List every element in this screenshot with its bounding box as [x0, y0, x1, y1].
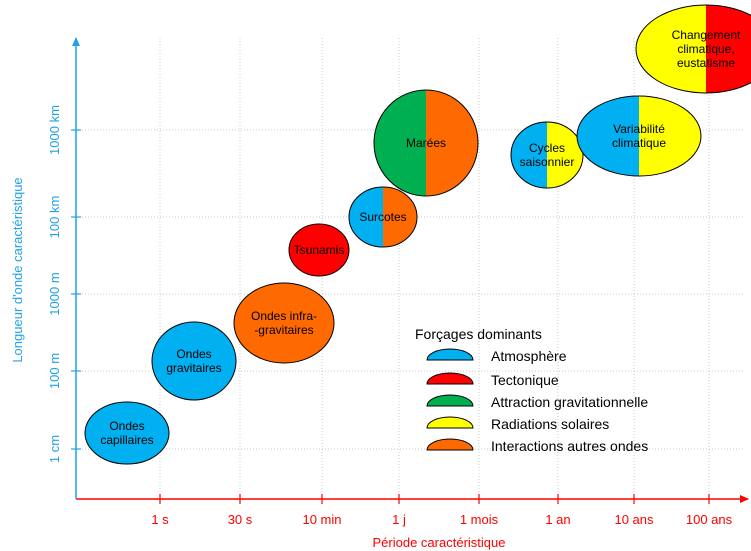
x-tick-label: 1 j — [392, 512, 406, 527]
bubble: Ondes gravitaires — [151, 321, 237, 401]
bubble: Variabilité climatique — [576, 95, 702, 177]
legend-label: Interactions autres ondes — [491, 438, 648, 454]
y-tick-label: 1 cm — [47, 435, 62, 463]
bubble-fill — [289, 224, 349, 276]
bubble: Cycles saisonnier — [510, 121, 584, 189]
bubble-fill-right — [706, 5, 751, 93]
x-tick-label: 1 s — [151, 512, 169, 527]
x-tick-label: 100 ans — [686, 512, 733, 527]
legend-swatch — [426, 394, 474, 407]
bubble-label: Tsunamis — [294, 243, 345, 257]
bubble-outline — [84, 401, 170, 465]
bubble: Surcotes — [348, 186, 418, 248]
y-tick-label: 1000 km — [47, 105, 62, 155]
x-tick-label: 30 s — [228, 512, 253, 527]
bubble-label: Marées — [406, 136, 446, 150]
x-axis-label: Période caractéristique — [373, 535, 506, 550]
bubble-outline — [373, 89, 479, 197]
legend-label: Atmosphère — [491, 348, 567, 364]
bubble-fill — [234, 283, 334, 363]
legend-label: Radiations solaires — [491, 416, 609, 432]
bubble-outline — [151, 321, 237, 401]
bubble: Marées — [373, 89, 479, 197]
x-tick-label: 10 min — [302, 512, 341, 527]
x-tick-label: 1 an — [545, 512, 570, 527]
bubble-label: Ondes infra--gravitaires — [251, 309, 317, 337]
bubble: Tsunamis — [288, 223, 350, 277]
legend-swatch — [426, 348, 474, 361]
legend-items: Atmosphère Tectonique Attraction gravitati… — [426, 348, 648, 454]
bubble-label: Cycles saisonnier — [520, 141, 575, 169]
bubble: Ondes infra--gravitaires — [233, 282, 335, 364]
bubble-label: Surcotes — [359, 210, 406, 224]
legend-swatch — [426, 372, 474, 385]
y-tick-label: 100 km — [47, 196, 62, 239]
bubble-outline — [635, 4, 751, 94]
y-ticks: 1 cm 100 m 1000 m 100 km 1000 km — [47, 105, 81, 463]
legend-label: Attraction gravitationnelle — [491, 394, 648, 410]
legend-label: Tectonique — [491, 372, 559, 388]
bubble-label: Ondes gravitaires — [166, 347, 221, 375]
legend: Forçages dominants AtmosphèreTectoniqueA… — [415, 326, 648, 454]
bubble-label: Changement climatique, eustatisme — [672, 28, 741, 70]
y-axis-label: Longueur d'onde caractéristique — [10, 177, 25, 362]
bubble-outline — [576, 95, 702, 177]
x-tick-label: 1 mois — [460, 512, 499, 527]
bubble: Changement climatique, eustatisme — [635, 4, 751, 94]
x-tick-label: 10 ans — [614, 512, 654, 527]
legend-swatch — [426, 438, 474, 451]
bubble-outline — [233, 282, 335, 364]
y-tick-label: 100 m — [47, 353, 62, 389]
bubble-label: Ondes capillaires — [100, 419, 153, 447]
bubble-label: Variabilité climatique — [612, 122, 666, 150]
x-ticks: 1 s 30 s 10 min 1 j 1 mois 1 an 10 ans 100 ans — [151, 494, 733, 527]
bubble-outline — [288, 223, 350, 277]
legend-swatch — [426, 416, 474, 429]
bubble-fill — [152, 322, 236, 400]
bubble-fill — [85, 402, 169, 464]
bubble-outline — [348, 186, 418, 248]
bubbles: Ondes capillaires Ondes gravitaires Ondes in… — [84, 4, 751, 465]
legend-title: Forçages dominants — [415, 326, 542, 342]
bubble-outline — [510, 121, 584, 189]
bubble: Ondes capillaires — [84, 401, 170, 465]
y-tick-label: 1000 m — [47, 272, 62, 315]
